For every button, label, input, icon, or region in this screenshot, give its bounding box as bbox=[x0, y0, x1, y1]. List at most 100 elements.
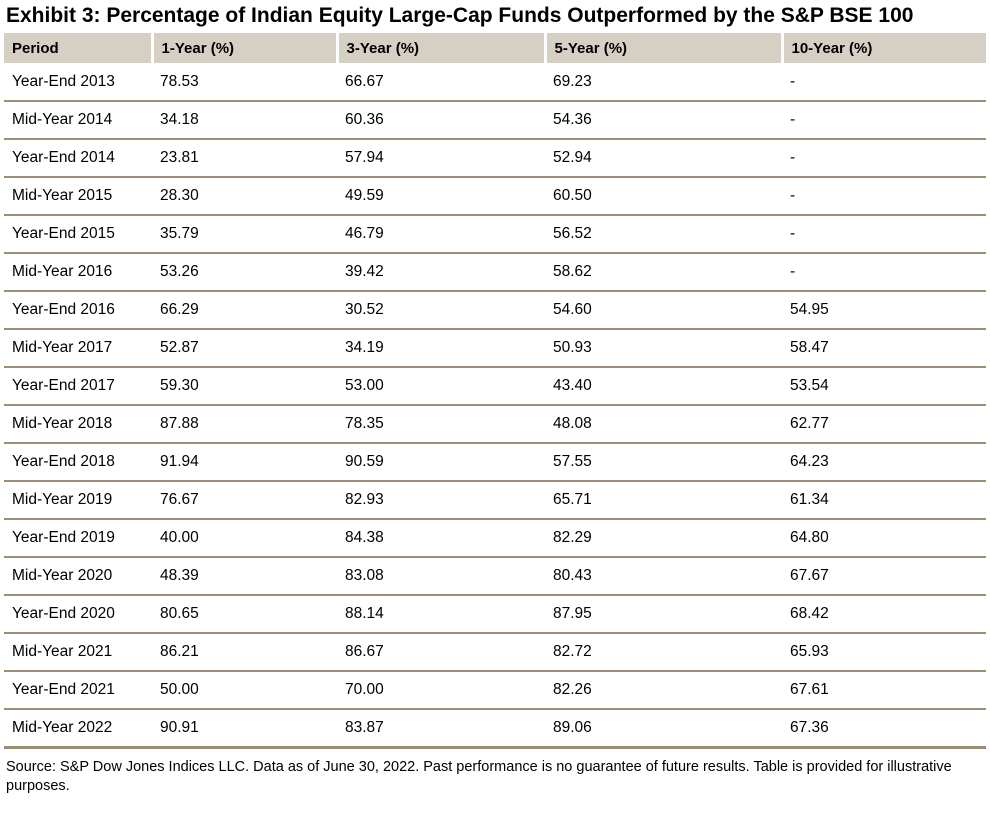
column-header-period: Period bbox=[4, 33, 152, 63]
table-row: Year-End 2020 80.65 88.14 87.95 68.42 bbox=[4, 595, 986, 634]
value-cell: 57.94 bbox=[337, 139, 545, 178]
value-cell: 64.23 bbox=[782, 443, 986, 482]
value-cell: 52.87 bbox=[152, 329, 337, 368]
value-cell: 58.62 bbox=[545, 253, 782, 292]
value-cell: 53.54 bbox=[782, 367, 986, 406]
period-cell: Year-End 2021 bbox=[4, 671, 152, 710]
value-cell: 67.61 bbox=[782, 671, 986, 710]
value-cell: 83.08 bbox=[337, 557, 545, 596]
value-cell: 86.67 bbox=[337, 633, 545, 672]
table-row: Year-End 2016 66.29 30.52 54.60 54.95 bbox=[4, 291, 986, 330]
value-cell: 90.59 bbox=[337, 443, 545, 482]
table-row: Mid-Year 2018 87.88 78.35 48.08 62.77 bbox=[4, 405, 986, 444]
table-row: Mid-Year 2015 28.30 49.59 60.50- bbox=[4, 177, 986, 216]
value-cell: - bbox=[782, 101, 986, 140]
value-cell: 82.72 bbox=[545, 633, 782, 672]
value-cell: 66.29 bbox=[152, 291, 337, 330]
value-cell: 53.26 bbox=[152, 253, 337, 292]
value-cell: 82.29 bbox=[545, 519, 782, 558]
value-cell: 67.67 bbox=[782, 557, 986, 596]
value-cell: 67.36 bbox=[782, 709, 986, 749]
table-row: Year-End 2014 23.81 57.94 52.94- bbox=[4, 139, 986, 178]
value-cell: 48.39 bbox=[152, 557, 337, 596]
value-cell: 52.94 bbox=[545, 139, 782, 178]
table-row: Year-End 2021 50.00 70.00 82.26 67.61 bbox=[4, 671, 986, 710]
value-cell: - bbox=[782, 139, 986, 178]
table-row: Mid-Year 2022 90.91 83.87 89.06 67.36 bbox=[4, 709, 986, 749]
period-cell: Mid-Year 2022 bbox=[4, 709, 152, 749]
period-cell: Mid-Year 2015 bbox=[4, 177, 152, 216]
value-cell: 68.42 bbox=[782, 595, 986, 634]
value-cell: 59.30 bbox=[152, 367, 337, 406]
period-cell: Mid-Year 2020 bbox=[4, 557, 152, 596]
value-cell: 84.38 bbox=[337, 519, 545, 558]
period-cell: Mid-Year 2017 bbox=[4, 329, 152, 368]
value-cell: 34.19 bbox=[337, 329, 545, 368]
value-cell: 80.43 bbox=[545, 557, 782, 596]
value-cell: 23.81 bbox=[152, 139, 337, 178]
period-cell: Mid-Year 2018 bbox=[4, 405, 152, 444]
value-cell: - bbox=[782, 177, 986, 216]
period-cell: Mid-Year 2016 bbox=[4, 253, 152, 292]
value-cell: 49.59 bbox=[337, 177, 545, 216]
value-cell: 35.79 bbox=[152, 215, 337, 254]
value-cell: 87.95 bbox=[545, 595, 782, 634]
value-cell: 76.67 bbox=[152, 481, 337, 520]
table-body: Year-End 2013 78.53 66.67 69.23- Mid-Year 20… bbox=[4, 63, 986, 749]
column-header-5-year: 5-Year (%) bbox=[543, 33, 782, 63]
table-row: Mid-Year 2017 52.87 34.19 50.93 58.47 bbox=[4, 329, 986, 368]
table-row: Mid-Year 2016 53.26 39.42 58.62- bbox=[4, 253, 986, 292]
value-cell: 64.80 bbox=[782, 519, 986, 558]
value-cell: 48.08 bbox=[545, 405, 782, 444]
value-cell: 91.94 bbox=[152, 443, 337, 482]
value-cell: 65.71 bbox=[545, 481, 782, 520]
value-cell: 61.34 bbox=[782, 481, 986, 520]
value-cell: 87.88 bbox=[152, 405, 337, 444]
value-cell: 83.87 bbox=[337, 709, 545, 749]
value-cell: 88.14 bbox=[337, 595, 545, 634]
value-cell: 69.23 bbox=[545, 63, 782, 102]
value-cell: 82.93 bbox=[337, 481, 545, 520]
period-cell: Year-End 2020 bbox=[4, 595, 152, 634]
value-cell: - bbox=[782, 253, 986, 292]
value-cell: 50.93 bbox=[545, 329, 782, 368]
value-cell: 43.40 bbox=[545, 367, 782, 406]
value-cell: 78.53 bbox=[152, 63, 337, 102]
period-cell: Year-End 2014 bbox=[4, 139, 152, 178]
value-cell: 54.95 bbox=[782, 291, 986, 330]
source-note: Source: S&P Dow Jones Indices LLC. Data … bbox=[6, 758, 952, 794]
table-row: Year-End 2013 78.53 66.67 69.23- bbox=[4, 63, 986, 102]
value-cell: 66.67 bbox=[337, 63, 545, 102]
table-header: Period 1-Year (%) 3-Year (%) 5-Year (%) 10-Y… bbox=[4, 33, 986, 63]
value-cell: 46.79 bbox=[337, 215, 545, 254]
value-cell: 82.26 bbox=[545, 671, 782, 710]
period-cell: Year-End 2016 bbox=[4, 291, 152, 330]
period-cell: Mid-Year 2021 bbox=[4, 633, 152, 672]
value-cell: 86.21 bbox=[152, 633, 337, 672]
value-cell: - bbox=[782, 215, 986, 254]
value-cell: 62.77 bbox=[782, 405, 986, 444]
header-row: Period 1-Year (%) 3-Year (%) 5-Year (%) 10-Y… bbox=[4, 33, 986, 63]
table-row: Mid-Year 2020 48.39 83.08 80.43 67.67 bbox=[4, 557, 986, 596]
value-cell: 39.42 bbox=[337, 253, 545, 292]
period-cell: Mid-Year 2014 bbox=[4, 101, 152, 140]
table-row: Mid-Year 2021 86.21 86.67 82.72 65.93 bbox=[4, 633, 986, 672]
value-cell: 60.50 bbox=[545, 177, 782, 216]
value-cell: 54.60 bbox=[545, 291, 782, 330]
value-cell: 28.30 bbox=[152, 177, 337, 216]
value-cell: 40.00 bbox=[152, 519, 337, 558]
value-cell: 34.18 bbox=[152, 101, 337, 140]
table-row: Year-End 2019 40.00 84.38 82.29 64.80 bbox=[4, 519, 986, 558]
table-row: Mid-Year 2014 34.18 60.36 54.36- bbox=[4, 101, 986, 140]
period-cell: Year-End 2013 bbox=[4, 63, 152, 102]
column-header-3-year: 3-Year (%) bbox=[335, 33, 545, 63]
value-cell: 50.00 bbox=[152, 671, 337, 710]
value-cell: 90.91 bbox=[152, 709, 337, 749]
period-cell: Year-End 2019 bbox=[4, 519, 152, 558]
table-row: Mid-Year 2019 76.67 82.93 65.71 61.34 bbox=[4, 481, 986, 520]
table-row: Year-End 2017 59.30 53.00 43.40 53.54 bbox=[4, 367, 986, 406]
period-cell: Year-End 2018 bbox=[4, 443, 152, 482]
column-header-1-year: 1-Year (%) bbox=[150, 33, 337, 63]
column-header-10-year: 10-Year (%) bbox=[780, 33, 986, 63]
table-row: Year-End 2018 91.94 90.59 57.55 64.23 bbox=[4, 443, 986, 482]
